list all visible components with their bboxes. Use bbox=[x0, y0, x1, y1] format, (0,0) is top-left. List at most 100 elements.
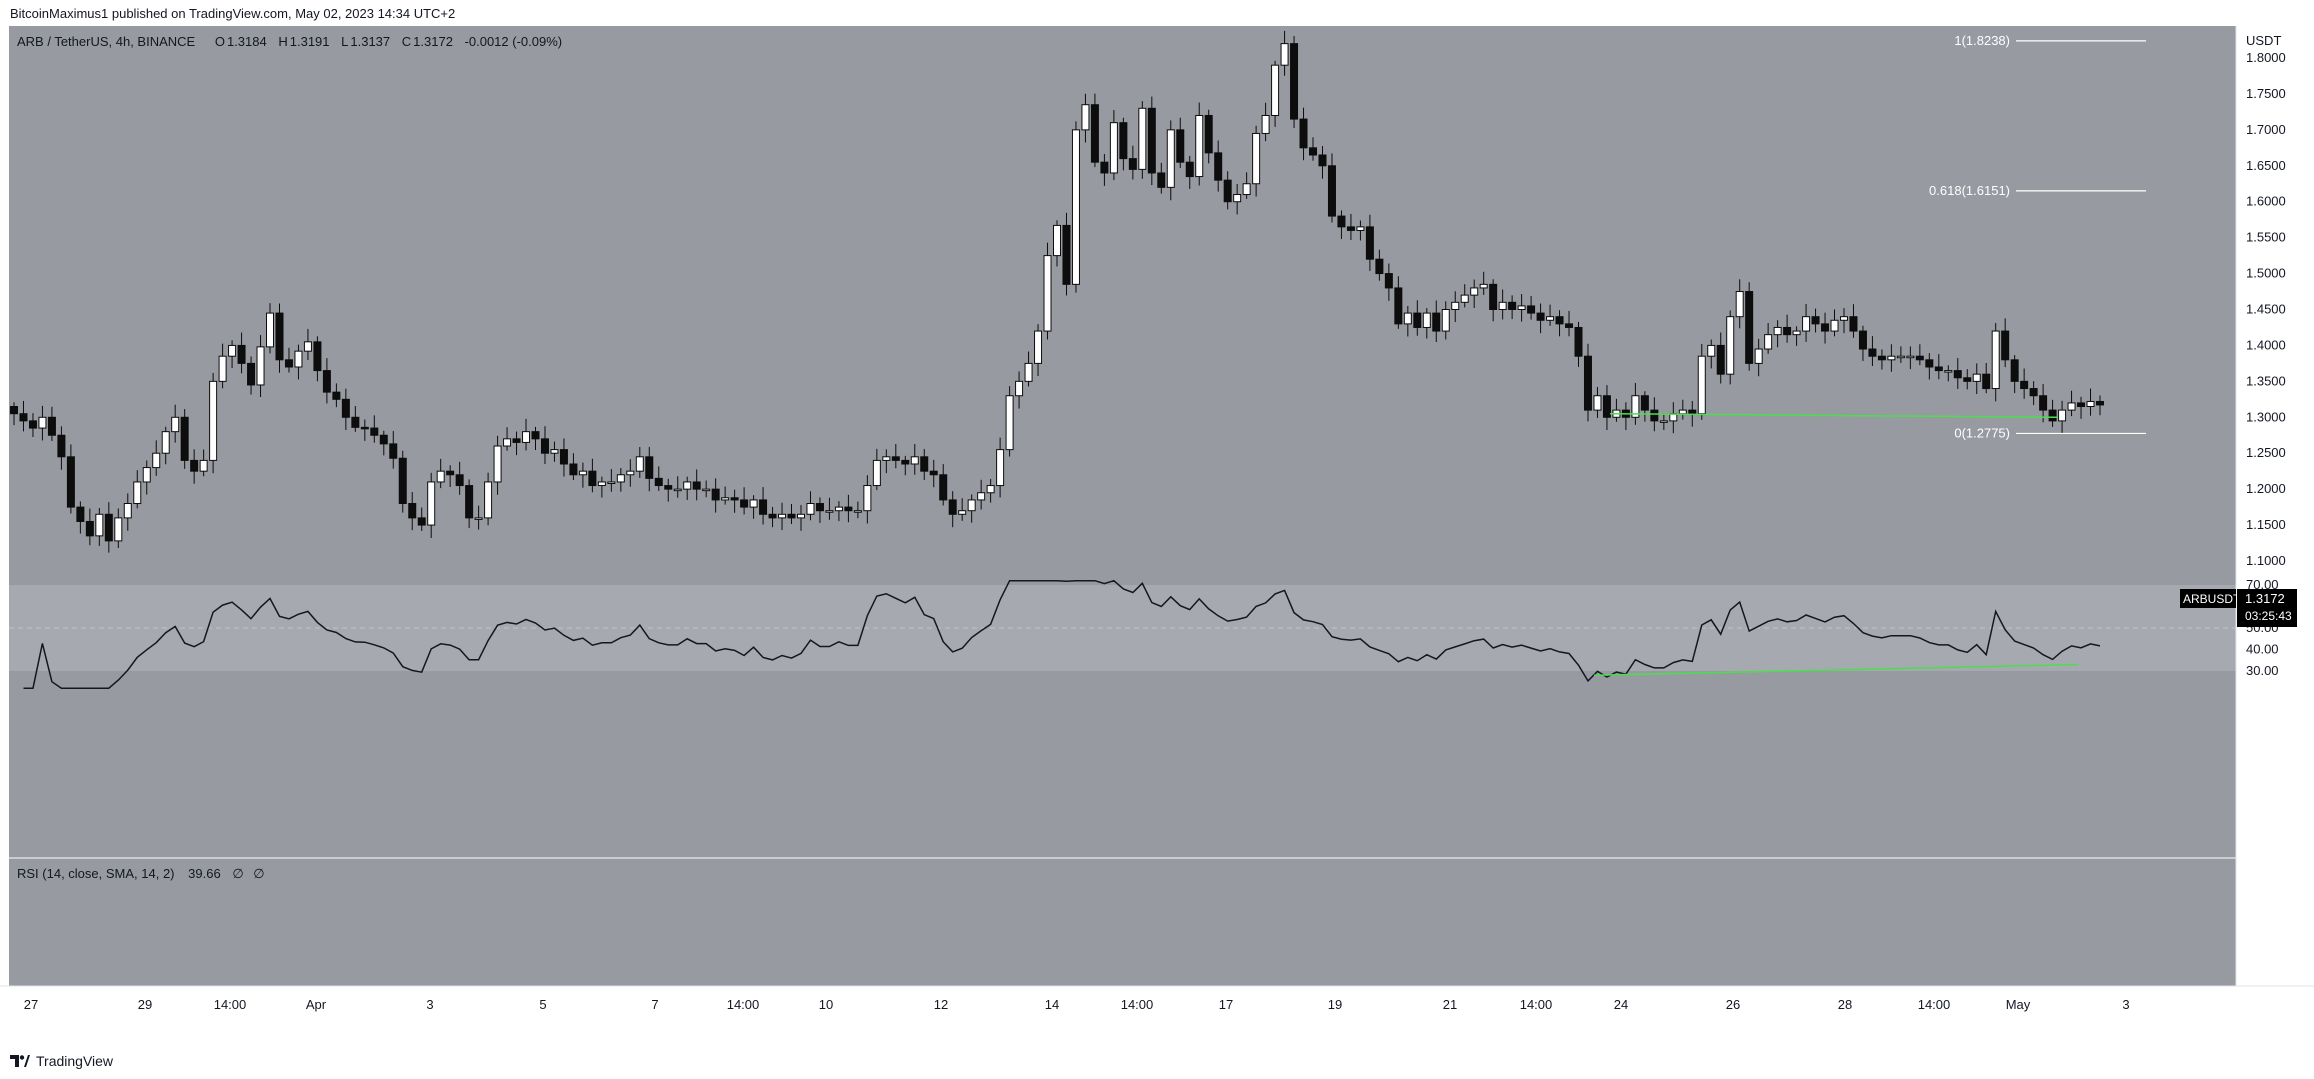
badge-price: 1.3172 bbox=[2245, 591, 2285, 606]
candle-body bbox=[484, 481, 493, 519]
candle-body bbox=[1081, 104, 1090, 131]
candle bbox=[1982, 362, 1991, 394]
candle bbox=[1944, 365, 1953, 382]
candle bbox=[152, 440, 161, 476]
candle bbox=[503, 427, 512, 451]
candle-body bbox=[645, 456, 654, 479]
price-axis[interactable]: 1.8000 1.7500 1.7000 1.6500 1.6000 1.5500 1.50… bbox=[2246, 50, 2286, 568]
candle bbox=[66, 444, 75, 514]
candle-body bbox=[1309, 147, 1318, 156]
candle bbox=[1422, 308, 1431, 339]
brand[interactable]: TradingView bbox=[10, 1053, 113, 1069]
candle-body bbox=[635, 456, 644, 472]
candle-body bbox=[796, 513, 805, 519]
candle bbox=[85, 508, 94, 546]
candle bbox=[1384, 263, 1393, 301]
candle bbox=[465, 479, 474, 529]
candle-body bbox=[607, 481, 616, 484]
candle-body bbox=[844, 506, 853, 512]
candle-body bbox=[1271, 64, 1280, 116]
candle-body bbox=[1128, 158, 1137, 170]
candle-body bbox=[1015, 380, 1024, 397]
price-tick-label: 1.7500 bbox=[2246, 86, 2286, 101]
candle-body bbox=[76, 506, 85, 522]
candle-body bbox=[815, 503, 824, 512]
candle bbox=[853, 501, 862, 519]
candle-body bbox=[512, 438, 521, 443]
candle bbox=[2020, 368, 2029, 399]
candle-body bbox=[1223, 179, 1232, 203]
candle-body bbox=[303, 341, 312, 352]
candle-body bbox=[1413, 312, 1422, 328]
candle bbox=[1432, 300, 1441, 342]
candle bbox=[1413, 300, 1422, 336]
price-tick-label: 1.1000 bbox=[2246, 553, 2286, 568]
candle-body bbox=[1100, 161, 1109, 174]
candle-body bbox=[1147, 107, 1156, 174]
candle-body bbox=[1157, 172, 1166, 188]
time-axis[interactable]: 27 29 14:00 Apr 3 5 7 14:00 10 12 14 14:00 17 19 21 14:… bbox=[24, 997, 2130, 1012]
candle-body bbox=[1640, 395, 1649, 411]
candle-body bbox=[1631, 395, 1640, 418]
candle bbox=[171, 404, 180, 443]
candle-body bbox=[1565, 323, 1574, 328]
candle-body bbox=[2086, 400, 2095, 408]
badge-symbol-bg bbox=[2180, 589, 2236, 608]
candle bbox=[1821, 312, 1830, 344]
candle-body bbox=[2048, 409, 2057, 422]
candle-body bbox=[1024, 362, 1033, 382]
candle-body bbox=[597, 481, 606, 487]
time-tick-label: 14:00 bbox=[1121, 997, 1154, 1012]
price-tick-label: 1.1500 bbox=[2246, 517, 2286, 532]
candle-body bbox=[28, 420, 37, 429]
candle-body bbox=[370, 427, 379, 436]
chart-area[interactable]: 1(1.8238) 0.618(1.6151) 0(1.2775) ARB / Te… bbox=[0, 26, 2314, 1043]
rsi-pane[interactable] bbox=[9, 858, 2236, 986]
candle-body bbox=[1460, 294, 1469, 303]
candle-body bbox=[1735, 291, 1744, 318]
time-tick-label: 3 bbox=[426, 997, 433, 1012]
candle bbox=[559, 438, 568, 477]
candle-body bbox=[1745, 291, 1754, 364]
candle bbox=[142, 460, 151, 495]
rsi-divergence-line bbox=[1593, 663, 2079, 677]
candle-body bbox=[1346, 226, 1355, 231]
candle-body bbox=[474, 517, 483, 520]
candle-body bbox=[57, 434, 66, 458]
candle bbox=[910, 444, 919, 475]
candle-body bbox=[503, 438, 512, 447]
candle bbox=[977, 479, 986, 510]
candle bbox=[1839, 308, 1848, 334]
candle bbox=[787, 504, 796, 525]
candle bbox=[228, 340, 237, 369]
candle-body bbox=[436, 470, 445, 483]
chart-svg[interactable]: 1(1.8238) 0.618(1.6151) 0(1.2775) ARB / Te… bbox=[0, 26, 2314, 1043]
candle-body bbox=[1176, 129, 1185, 163]
candle-body bbox=[1005, 395, 1014, 451]
candle-body bbox=[332, 391, 341, 400]
candle-body bbox=[256, 346, 265, 386]
candle-body bbox=[465, 485, 474, 519]
candle bbox=[1593, 386, 1602, 418]
candle-body bbox=[683, 481, 692, 490]
candle bbox=[692, 469, 701, 501]
candle bbox=[161, 426, 170, 465]
candle bbox=[2067, 390, 2076, 417]
candle bbox=[256, 335, 265, 397]
time-tick-label: 17 bbox=[1219, 997, 1233, 1012]
time-tick-label: 12 bbox=[934, 997, 948, 1012]
time-tick-label: Apr bbox=[306, 997, 327, 1012]
candle bbox=[597, 476, 606, 498]
candle bbox=[1195, 102, 1204, 186]
candle bbox=[104, 502, 113, 553]
candle bbox=[1043, 242, 1052, 340]
candle bbox=[958, 498, 967, 521]
candle bbox=[654, 466, 663, 491]
candle bbox=[484, 472, 493, 526]
candle-body bbox=[882, 456, 891, 461]
candle bbox=[2010, 355, 2019, 393]
candle bbox=[1602, 385, 1611, 431]
candle-body bbox=[1053, 224, 1061, 257]
candle-body bbox=[1546, 316, 1555, 321]
candle-body bbox=[901, 459, 910, 465]
